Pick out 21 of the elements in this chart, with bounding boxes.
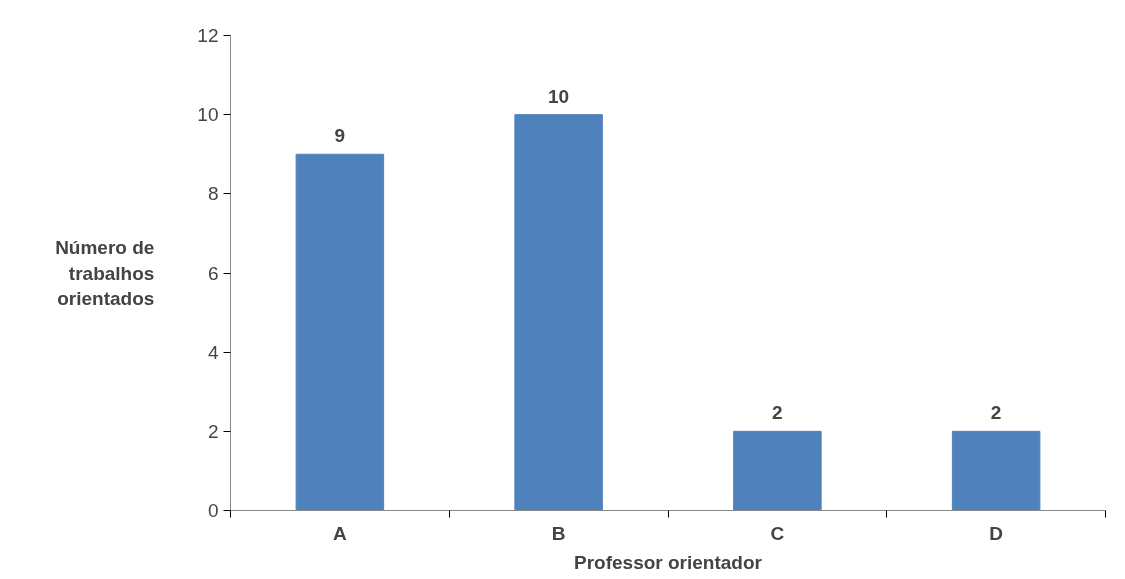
- bar: [951, 430, 1041, 511]
- y-tick-label: 0: [207, 500, 219, 521]
- data-label: 9: [334, 125, 346, 147]
- data-label: 2: [990, 402, 1002, 424]
- y-tick-label: 10: [197, 104, 219, 126]
- x-tick-label: B: [551, 522, 566, 544]
- y-axis-title: Número de trabalhos orientados: [55, 237, 155, 309]
- x-tick-label: D: [989, 522, 1003, 544]
- x-tick-label: C: [770, 522, 785, 544]
- bar: [514, 114, 603, 511]
- bar: [733, 430, 822, 511]
- y-tick-label: 8: [207, 183, 219, 205]
- y-tick-label: 2: [207, 420, 219, 442]
- y-tick-label: 6: [207, 262, 219, 284]
- y-tick-label: 12: [197, 25, 219, 46]
- x-tick-label: A: [333, 522, 348, 544]
- x-axis-title: Professor orientador: [574, 551, 763, 573]
- data-label: 2: [772, 402, 783, 424]
- bar: [295, 153, 385, 511]
- y-tick-label: 4: [207, 341, 219, 363]
- data-label: 10: [548, 85, 570, 107]
